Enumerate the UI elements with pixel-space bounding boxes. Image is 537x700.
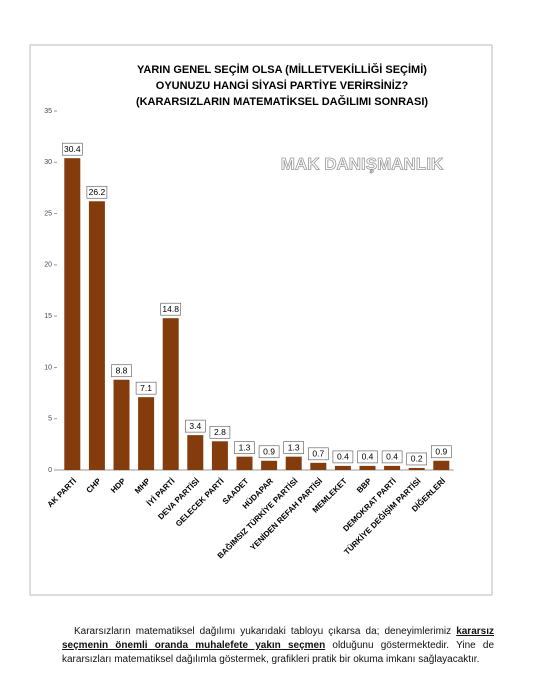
bar [285,456,302,470]
data-label-box [357,450,378,464]
data-label-box [185,419,206,433]
chart-frame [29,44,493,596]
y-tick-label: 5 [48,416,52,423]
data-label: 0.7 [312,449,324,459]
x-tick-label: AK PARTİ [46,477,79,510]
y-tick-label: 15 [44,313,52,320]
data-label-box [258,445,280,459]
paragraph-text: olduğunu göstermektedir. Yine de kararsı… [62,640,495,665]
data-label-box [86,185,108,199]
bar [113,379,130,470]
bar [359,465,376,470]
data-label: 1.3 [288,442,300,452]
data-label: 8.8 [116,365,128,375]
bar [162,318,179,470]
bar [384,465,401,470]
data-label-box [430,445,452,459]
data-label: 3.4 [189,421,201,431]
x-tick-label: GELECEK PARTİ [174,477,226,529]
watermark: MAK DANIŞMANLIK [281,154,444,173]
x-tick-label: MHP [133,476,152,495]
y-tick-label: 10 [44,364,52,371]
bar [138,397,155,470]
data-label-box [283,441,305,454]
data-label: 0.4 [362,452,374,462]
data-label-box [135,381,157,395]
chart-title: (KARARSIZLARIN MATEMATİKSEL DAĞILIMI SON… [136,95,428,108]
data-label: 1.3 [239,442,251,452]
data-label: 2.8 [214,427,226,437]
paragraph: Kararsızların matematiksel dağılımı yuka… [62,625,494,667]
data-label: 0.4 [386,452,398,462]
paragraph-text: Kararsızların matematiksel dağılımı yuka… [74,626,457,637]
chart-title: OYUNUZU HANGİ SİYASİ PARTİYE VERİRSİNİZ? [156,79,409,92]
data-label: 0.4 [337,452,349,462]
x-tick-label: HDP [109,476,128,495]
data-label: 14.8 [162,304,179,314]
data-label-box [307,447,329,461]
data-label-box [111,364,132,378]
data-label-box [406,452,428,466]
x-tick-label: BBP [355,476,374,495]
paragraph-emphasis: kararsız seçmenin önemli oranda muhalefe… [62,626,494,651]
data-label: 30.4 [64,144,81,154]
data-label-box [381,450,403,464]
bar [211,441,228,470]
data-label: 0.9 [263,447,275,457]
data-label-box [332,450,354,464]
y-tick-label: 20 [44,262,52,269]
bar [187,435,204,470]
data-label-box [234,441,255,454]
y-tick-label: 35 [44,108,52,115]
data-label-box [209,425,231,439]
bar [261,460,278,470]
bar [64,158,81,470]
y-tick-label: 30 [44,159,52,166]
y-tick-label: 0 [48,467,52,474]
data-label: 7.1 [140,383,152,393]
bar [236,456,253,470]
bar [334,465,351,470]
data-label: 0.9 [435,447,447,457]
data-label: 0.2 [411,454,423,464]
bar [88,201,105,470]
data-label-box [61,142,83,156]
bar [310,462,327,470]
chart: YARIN GENEL SEÇİM OLSA (MİLLETVEKİLLİĞİ … [29,44,493,596]
y-tick-label: 25 [44,210,52,217]
data-label-box [160,302,181,316]
bar [433,460,450,470]
chart-title: YARIN GENEL SEÇİM OLSA (MİLLETVEKİLLİĞİ … [137,63,427,76]
bar [408,467,425,470]
x-tick-label: CHP [84,476,103,495]
data-label: 26.2 [89,187,106,197]
